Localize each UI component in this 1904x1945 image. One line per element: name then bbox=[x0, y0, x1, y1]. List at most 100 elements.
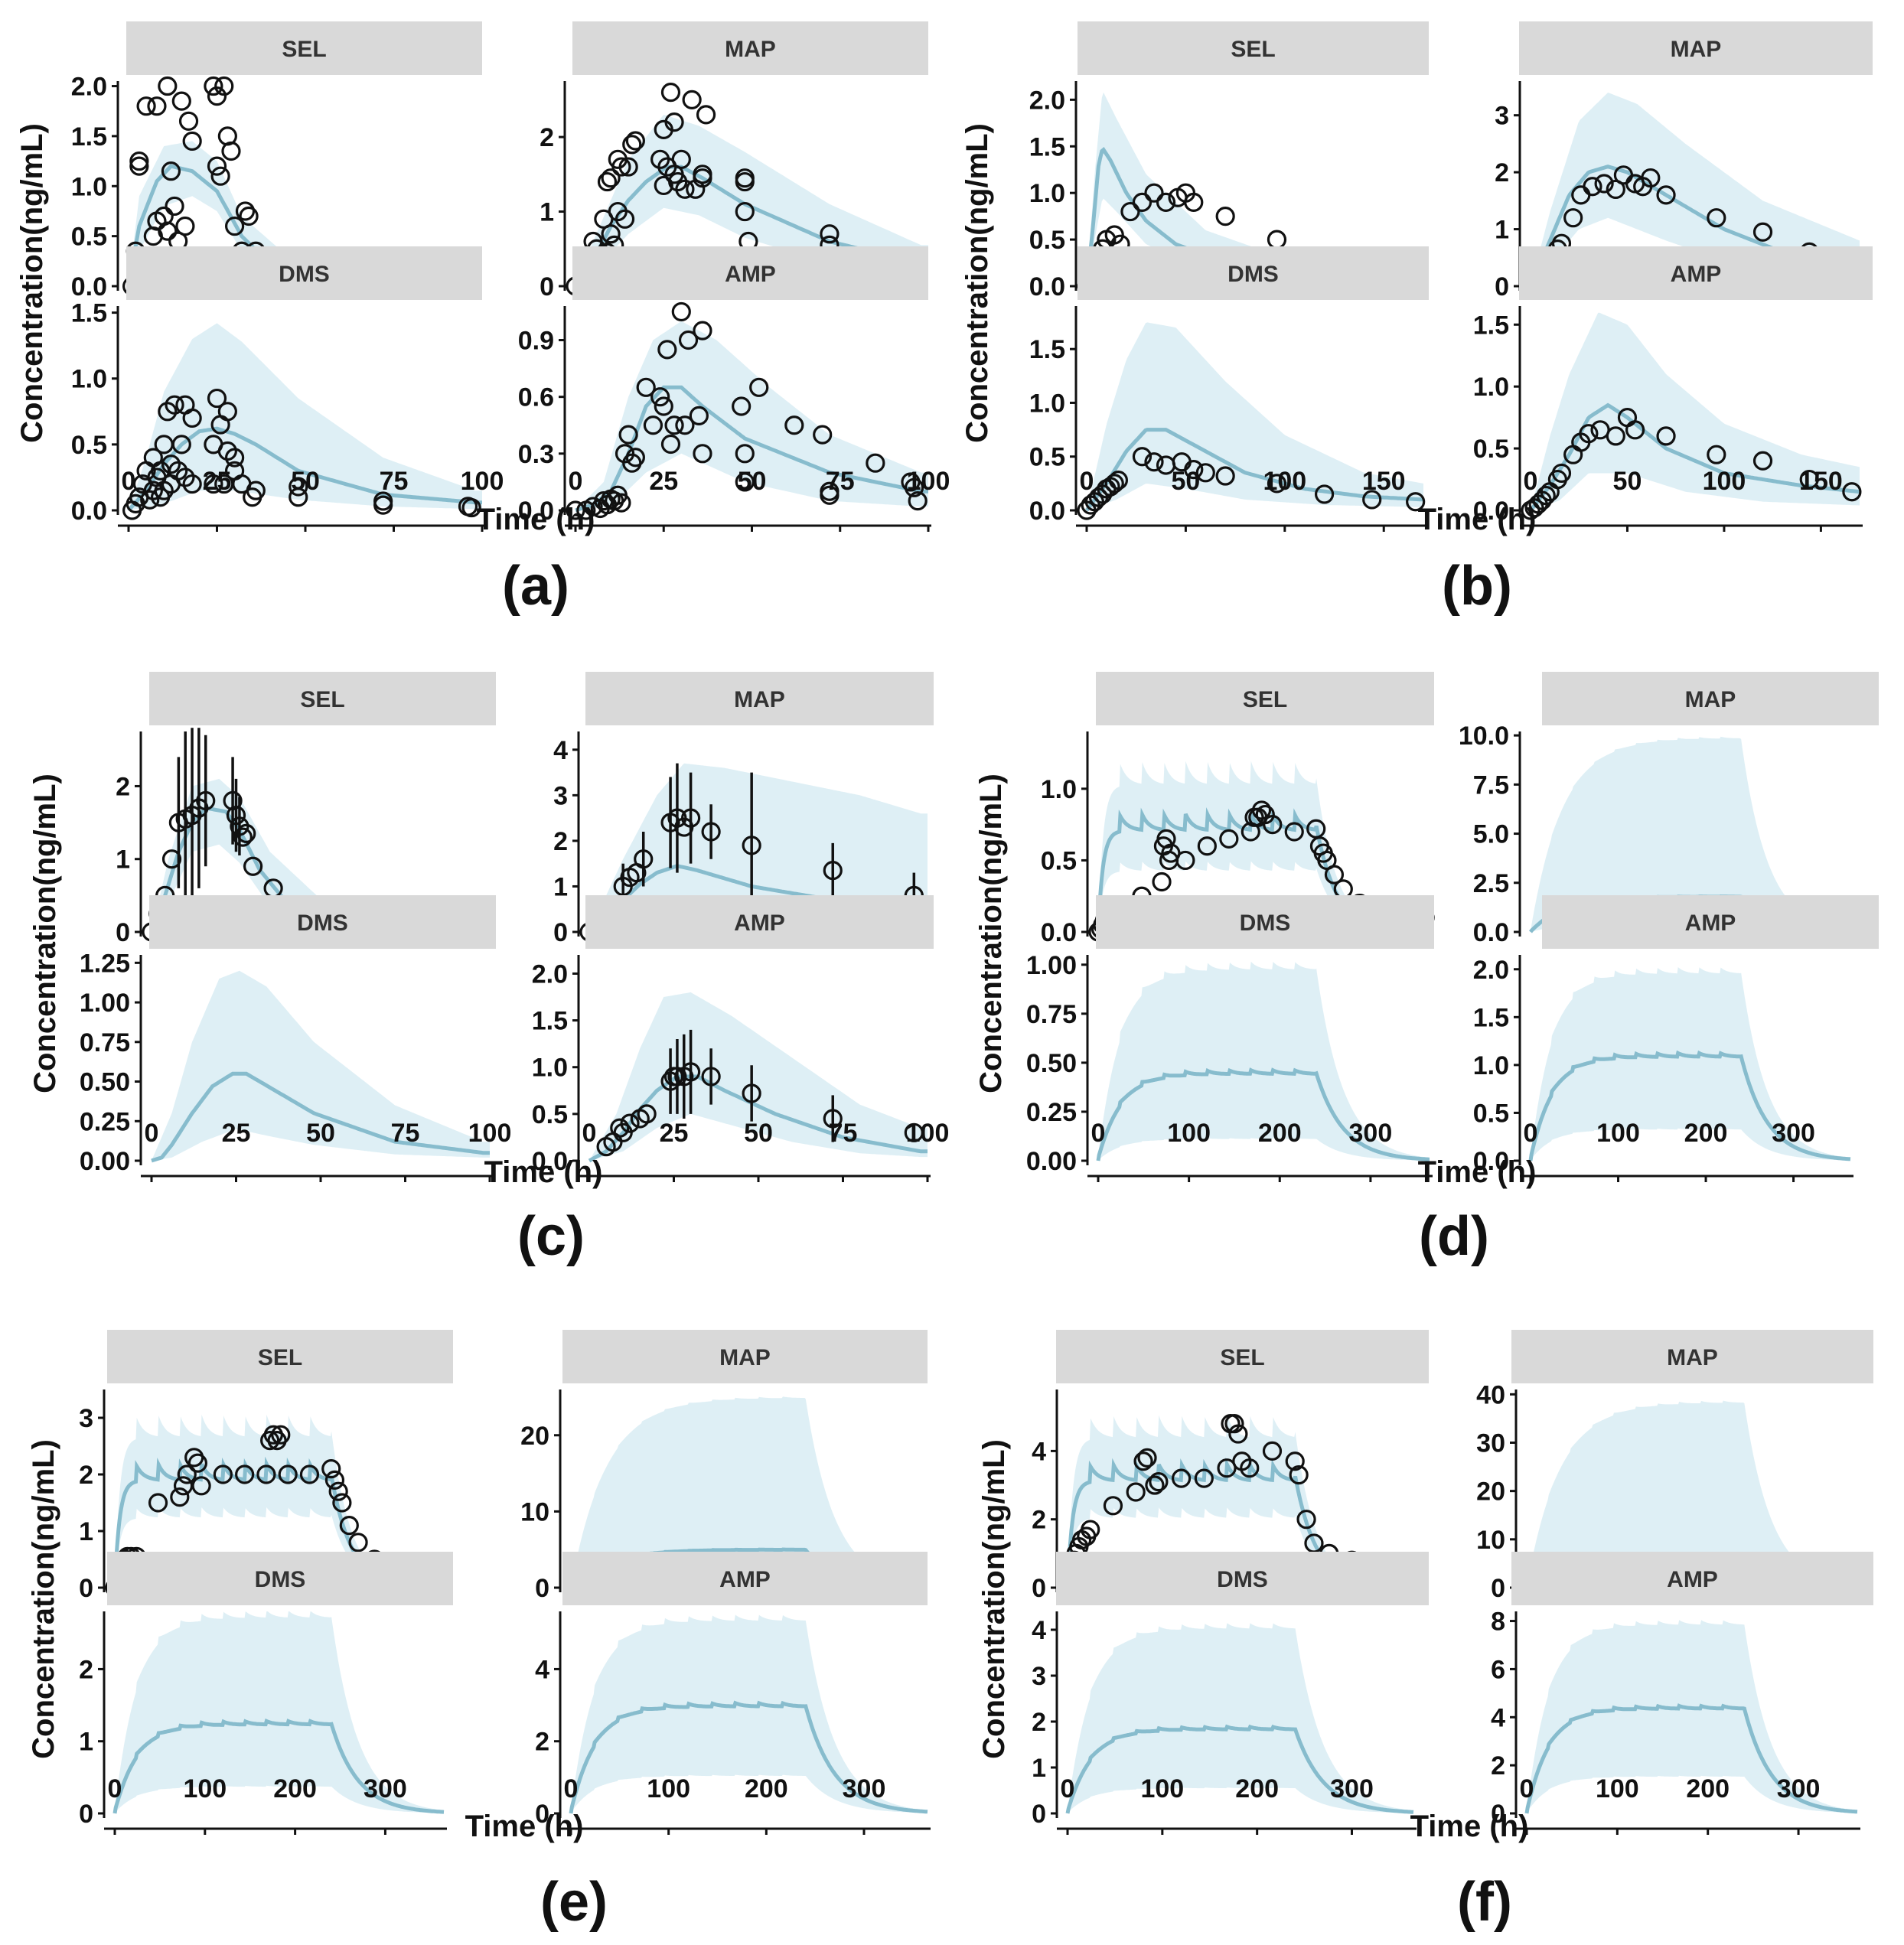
y-tick-label: 1.5 bbox=[532, 1007, 568, 1036]
facet-strip bbox=[1056, 1552, 1429, 1605]
facet-strip-label: DMS bbox=[255, 1567, 306, 1592]
x-axis-title: Time (h) bbox=[484, 1155, 603, 1189]
y-tick-label: 0.5 bbox=[1029, 443, 1065, 472]
y-tick-label: 0.0 bbox=[1029, 272, 1065, 301]
x-axis-title: Time (h) bbox=[477, 503, 595, 536]
observed-point bbox=[235, 201, 256, 221]
observed-point bbox=[693, 444, 712, 464]
y-tick-label: 0 bbox=[1495, 272, 1509, 301]
observed-point bbox=[611, 493, 631, 513]
facet-strip bbox=[107, 1552, 453, 1605]
x-tick-label: 100 bbox=[1703, 467, 1746, 496]
y-tick-label: 0.5 bbox=[71, 431, 107, 460]
y-axis-title: Concentration(ng/mL) bbox=[15, 123, 49, 443]
facet-strip bbox=[1056, 1330, 1429, 1383]
y-tick-label: 1.5 bbox=[71, 299, 107, 328]
prediction-interval-band bbox=[1087, 92, 1423, 286]
facet-strip bbox=[1511, 1552, 1873, 1605]
observed-point bbox=[1752, 222, 1773, 242]
x-tick-label: 0 bbox=[1524, 1119, 1538, 1148]
y-tick-label: 2.5 bbox=[1473, 869, 1509, 898]
x-tick-label: 200 bbox=[1686, 1774, 1730, 1803]
observed-point bbox=[615, 209, 635, 229]
observed-point bbox=[1132, 192, 1153, 212]
observed-point bbox=[1267, 230, 1287, 249]
observed-point bbox=[693, 168, 712, 188]
facet-strip-label: DMS bbox=[279, 262, 330, 287]
observed-point bbox=[147, 96, 167, 116]
x-tick-label: 100 bbox=[906, 1119, 950, 1148]
observed-point bbox=[657, 340, 677, 360]
x-tick-label: 50 bbox=[744, 1119, 773, 1148]
facet-strip bbox=[585, 672, 934, 725]
prediction-interval-band bbox=[1087, 322, 1423, 510]
x-tick-label: 0 bbox=[108, 1774, 122, 1803]
facet-strip bbox=[1542, 895, 1879, 949]
prediction-interval-band bbox=[129, 323, 482, 510]
prediction-interval-band bbox=[589, 763, 928, 932]
observed-point bbox=[675, 179, 695, 199]
x-tick-label: 75 bbox=[829, 1119, 858, 1148]
y-tick-label: 4 bbox=[553, 736, 568, 765]
observed-point bbox=[182, 408, 202, 428]
observed-point bbox=[1284, 822, 1304, 842]
observed-point bbox=[866, 453, 885, 473]
observed-point bbox=[682, 90, 702, 109]
y-tick-label: 0 bbox=[553, 918, 568, 947]
observed-point bbox=[618, 425, 638, 445]
x-tick-label: 0 bbox=[1091, 1119, 1106, 1148]
y-tick-label: 0.0 bbox=[1473, 497, 1509, 526]
facet-strip-label: AMP bbox=[1667, 1567, 1718, 1592]
observed-point bbox=[1842, 482, 1862, 502]
x-tick-label: 100 bbox=[461, 467, 504, 496]
observed-point bbox=[636, 377, 656, 397]
facet-strip-label: AMP bbox=[725, 262, 776, 287]
observed-point bbox=[161, 161, 181, 181]
observed-point bbox=[680, 808, 701, 828]
y-tick-label: 1.0 bbox=[1029, 389, 1065, 418]
y-tick-label: 1.5 bbox=[71, 122, 107, 151]
facet-sel: SEL 0 1 2 3 bbox=[79, 1330, 453, 1603]
y-tick-label: 2 bbox=[540, 123, 554, 152]
observed-point bbox=[136, 96, 156, 116]
facet-amp: AMP 0.0 0.3 0.6 0.9 0 25 50 75 100 bbox=[518, 246, 950, 532]
facet-strip-label: AMP bbox=[1671, 262, 1722, 287]
observed-point bbox=[129, 156, 149, 176]
observed-point bbox=[1324, 865, 1345, 885]
observed-point bbox=[643, 415, 663, 435]
observed-point bbox=[332, 1493, 352, 1513]
observed-point bbox=[182, 474, 202, 494]
y-tick-label: 2 bbox=[79, 1461, 93, 1490]
y-tick-label: 6 bbox=[1491, 1655, 1505, 1684]
observed-point bbox=[680, 1062, 701, 1082]
facet-strip-label: SEL bbox=[1231, 37, 1275, 62]
observed-point bbox=[1224, 1414, 1244, 1434]
facet-strip bbox=[149, 672, 496, 725]
observed-point bbox=[1172, 1468, 1192, 1488]
observed-point bbox=[1289, 1465, 1309, 1485]
y-tick-label: 1 bbox=[553, 872, 568, 901]
y-tick-label: 0 bbox=[535, 1574, 549, 1603]
y-tick-label: 3 bbox=[79, 1404, 93, 1433]
y-axis-title: Concentration(ng/mL) bbox=[974, 774, 1008, 1093]
prediction-interval-band bbox=[589, 992, 928, 1161]
facet-strip bbox=[572, 21, 928, 75]
x-tick-label: 100 bbox=[1263, 467, 1306, 496]
facet-strip-label: DMS bbox=[1217, 1567, 1268, 1592]
x-tick-label: 0 bbox=[1524, 467, 1538, 496]
facet-strip bbox=[1078, 21, 1429, 75]
observed-point bbox=[207, 388, 227, 409]
facet-strip bbox=[585, 895, 934, 949]
x-tick-label: 0 bbox=[1061, 1774, 1075, 1803]
observed-point bbox=[299, 1464, 320, 1484]
x-tick-label: 200 bbox=[745, 1774, 788, 1803]
x-tick-label: 300 bbox=[1330, 1774, 1374, 1803]
y-tick-label: 0.00 bbox=[1026, 1147, 1077, 1176]
observed-point bbox=[177, 1464, 197, 1484]
facet-dms: DMS 0.00 0.25 0.50 0.75 1.00 0 100 200 300 bbox=[1026, 895, 1434, 1182]
y-tick-label: 1 bbox=[116, 845, 130, 875]
y-tick-label: 2 bbox=[1032, 1708, 1046, 1737]
observed-point bbox=[1219, 829, 1239, 849]
facet-strip bbox=[149, 895, 496, 949]
y-tick-label: 0.00 bbox=[80, 1147, 130, 1176]
